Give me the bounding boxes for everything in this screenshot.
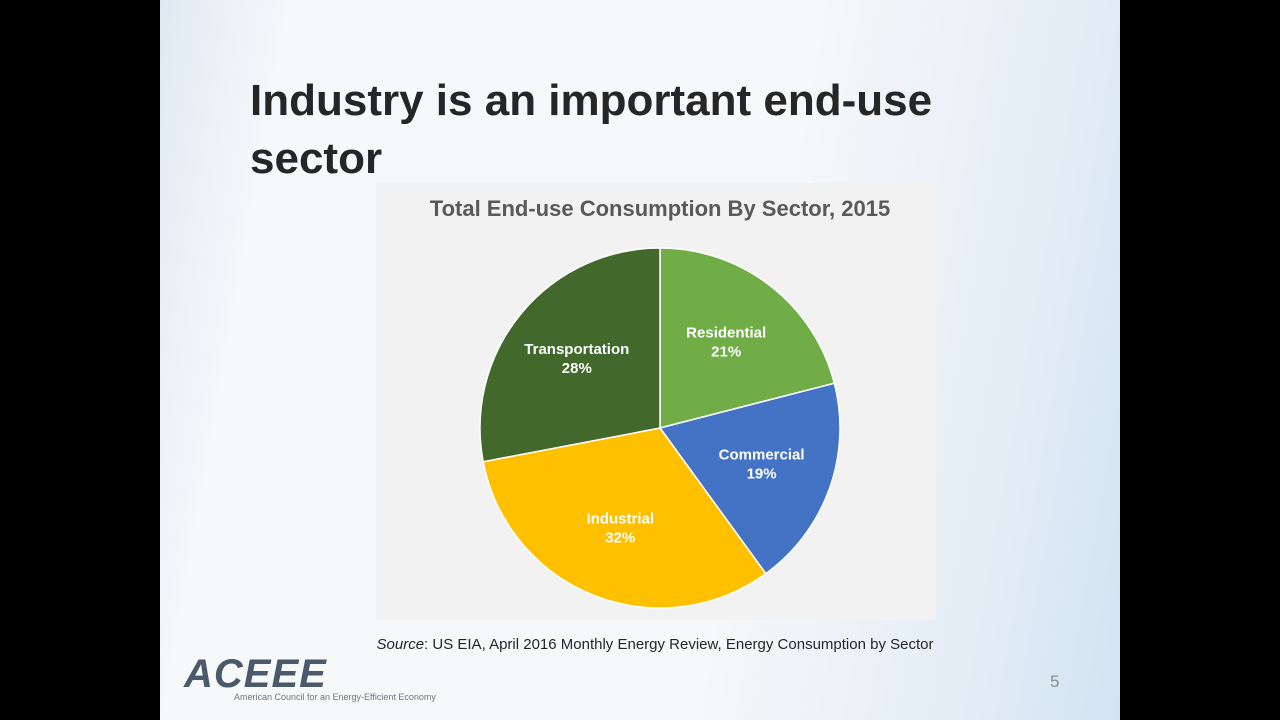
logo-tagline: American Council for an Energy-Efficient… [234, 692, 436, 702]
slice-category-label: Residential [686, 325, 766, 342]
slide-title: Industry is an important end-use sector [250, 76, 933, 183]
slice-value-label: 28% [562, 360, 592, 377]
pie-slice [659, 247, 836, 429]
source-note: Source: US EIA, April 2016 Monthly Energ… [160, 636, 1120, 653]
chart-title: Total End-use Consumption By Sector, 201… [430, 196, 890, 221]
pie-slice [658, 382, 841, 575]
source-text: : US EIA, April 2016 Monthly Energy Revi… [424, 636, 934, 653]
slice-category-label: Transportation [524, 341, 629, 358]
slice-value-label: 21% [711, 344, 741, 361]
slide: Industry is an important end-use sector … [160, 0, 1120, 720]
pie-slice [482, 427, 767, 609]
slice-value-label: 19% [747, 466, 777, 483]
pie-slice [479, 247, 661, 463]
source-label: Source [376, 636, 425, 653]
chart-area: Total End-use Consumption By Sector, 201… [376, 183, 936, 620]
slice-category-label: Commercial [719, 447, 805, 464]
logo: ACEEE [184, 652, 327, 696]
slice-category-label: Industrial [586, 510, 654, 527]
page-number: 5 [1050, 672, 1060, 691]
slice-value-label: 32% [605, 529, 635, 546]
chart: Total End-use Consumption By Sector, 201… [430, 196, 890, 609]
